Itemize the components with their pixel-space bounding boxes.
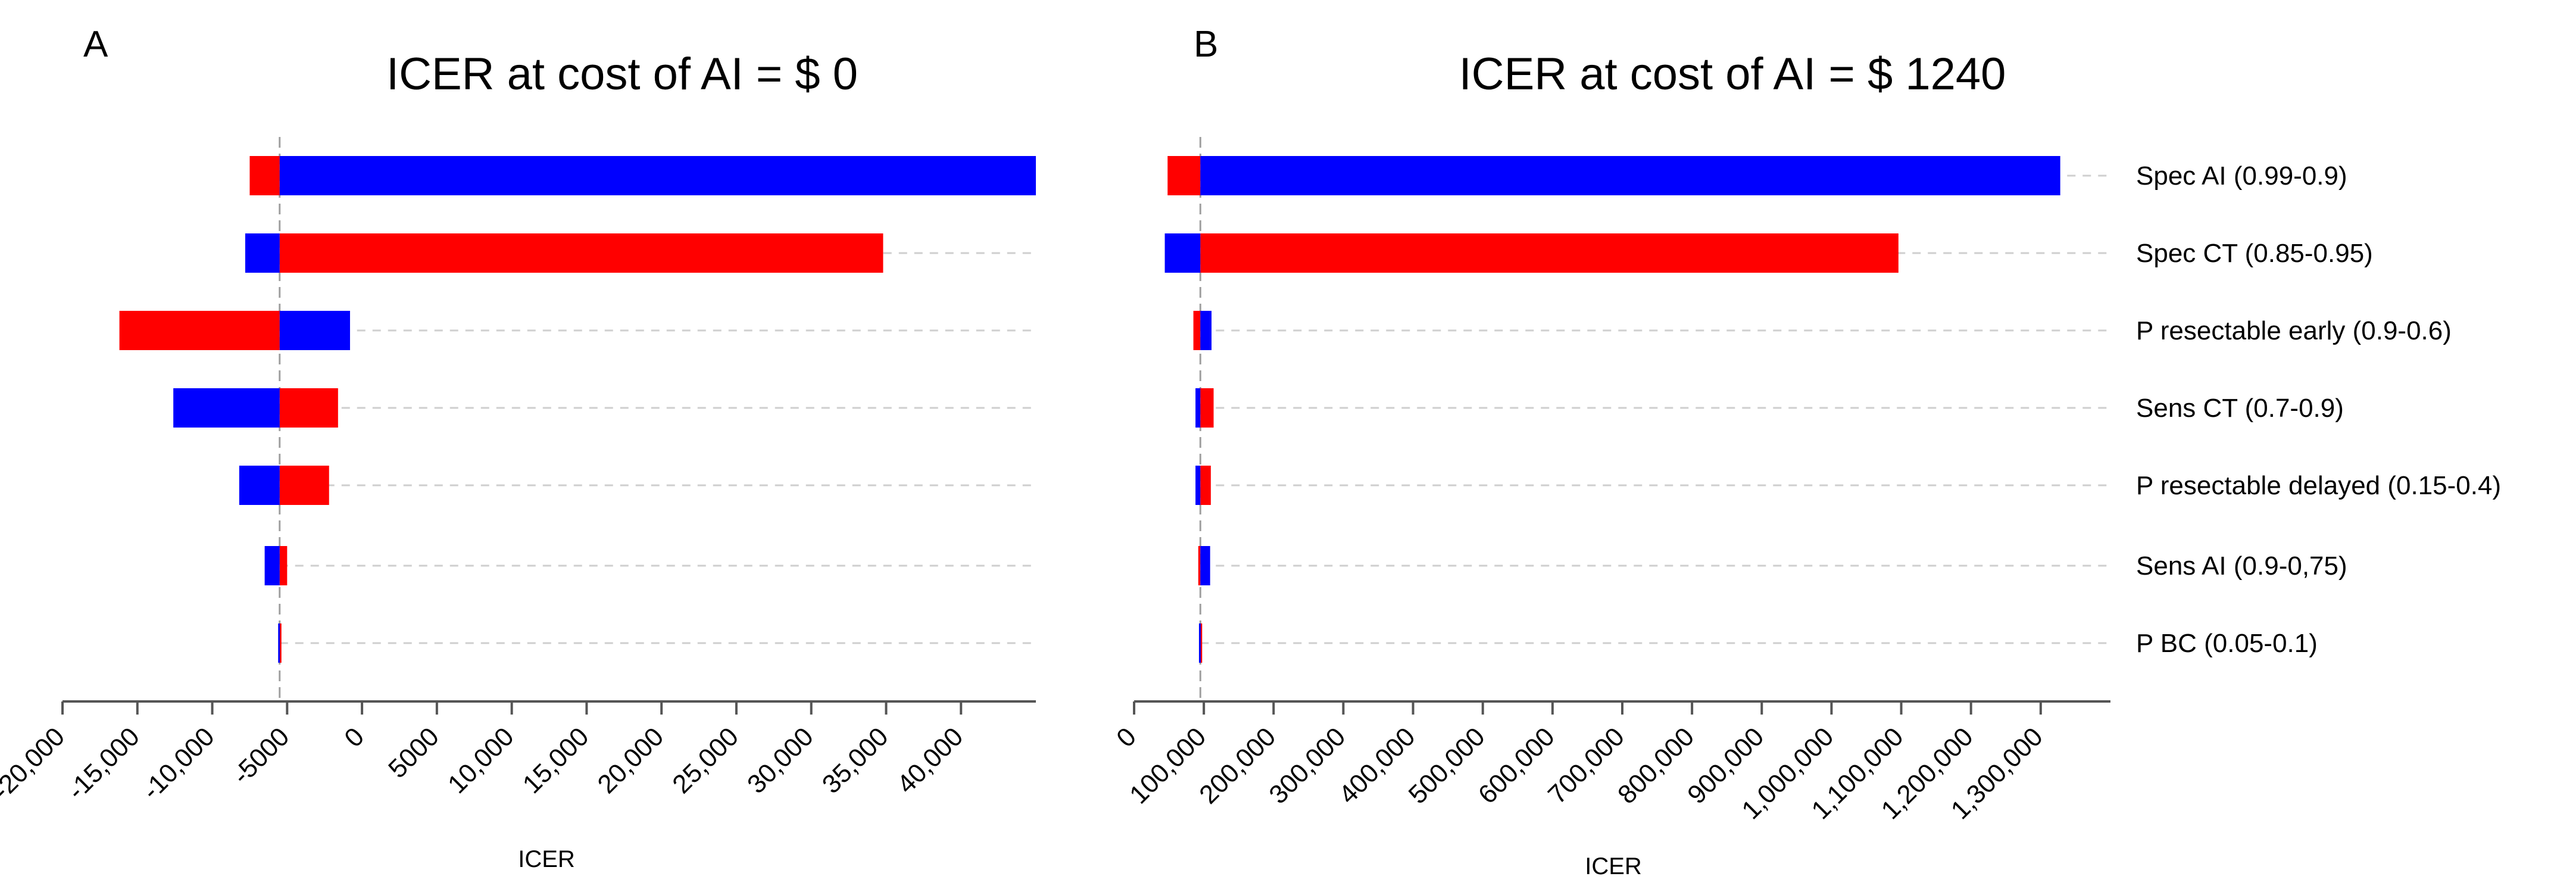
parameter-label: Spec CT (0.85-0.95) (2136, 239, 2373, 268)
panel-a-title: ICER at cost of AI = $ 0 (386, 49, 858, 99)
blue-bar (1195, 466, 1201, 505)
panel-a-x-axis-label: ICER (518, 846, 575, 872)
panel-b-bars (1164, 156, 2060, 663)
x-tick-label: 25,000 (667, 722, 744, 799)
x-tick-label: 300,000 (1263, 722, 1351, 809)
parameter-label: Sens AI (0.9-0,75) (2136, 551, 2347, 581)
red-bar (279, 623, 282, 663)
x-tick-label: 400,000 (1334, 722, 1421, 809)
blue-bar (245, 233, 280, 273)
x-tick-label: 30,000 (742, 722, 819, 799)
x-tick-label: 0 (339, 722, 370, 753)
x-tick-label: 5000 (383, 722, 445, 784)
red-bar (1200, 233, 1899, 273)
x-tick-label: 0 (1111, 722, 1142, 753)
panel-b: B ICER at cost of AI = $ 1240 0100,00020… (1111, 24, 2110, 879)
parameter-labels: Spec AI (0.99-0.9) Spec CT (0.85-0.95) P r… (2136, 161, 2501, 658)
x-tick-label: 40,000 (891, 722, 969, 799)
parameter-label: P resectable delayed (0.15-0.4) (2136, 471, 2501, 500)
parameter-label: Sens CT (0.7-0.9) (2136, 394, 2344, 423)
panel-a-x-axis: -20,000-15,000-10,000 -5000 0 500010,00015,… (0, 700, 1036, 806)
red-bar (1200, 623, 1203, 663)
red-bar (1167, 156, 1201, 195)
red-bar (119, 311, 280, 350)
blue-bar (1200, 156, 2060, 195)
x-tick-label: -5000 (227, 722, 295, 790)
blue-bar (1195, 388, 1201, 428)
panel-a-guides (279, 137, 1036, 701)
x-tick-label: 500,000 (1403, 722, 1491, 809)
x-tick-label: 600,000 (1473, 722, 1560, 809)
blue-bar (1164, 233, 1201, 273)
x-tick-label: 10,000 (442, 722, 520, 799)
x-tick-label: 800,000 (1612, 722, 1700, 809)
blue-bar (1198, 623, 1201, 663)
x-tick-label: 200,000 (1194, 722, 1281, 809)
parameter-label: Spec AI (0.99-0.9) (2136, 161, 2347, 191)
panel-a-bars (119, 156, 1036, 663)
x-tick-label: 15,000 (517, 722, 595, 799)
blue-bar (1200, 311, 1212, 350)
x-tick-label: 35,000 (817, 722, 894, 799)
blue-bar (264, 546, 280, 585)
blue-bar (278, 623, 280, 663)
red-bar (1193, 311, 1201, 350)
parameter-label: P BC (0.05-0.1) (2136, 629, 2318, 658)
x-tick-label: -15,000 (62, 722, 145, 805)
blue-bar (239, 466, 280, 505)
x-tick-label: 100,000 (1124, 722, 1211, 809)
x-tick-label: 20,000 (592, 722, 669, 799)
x-tick-label: -10,000 (136, 722, 220, 805)
red-bar (279, 233, 883, 273)
red-bar (1198, 546, 1201, 585)
panel-a-letter: A (83, 24, 108, 65)
blue-bar (1200, 546, 1210, 585)
parameter-label: P resectable early (0.9-0.6) (2136, 316, 2452, 345)
panel-b-letter: B (1194, 24, 1218, 65)
panel-b-x-axis-label: ICER (1585, 853, 1642, 879)
blue-bar (173, 388, 280, 428)
panel-b-guides (1199, 137, 2110, 701)
x-tick-label: 700,000 (1543, 722, 1630, 809)
panel-a: A ICER at cost of AI = $ 0 -20,000-15,00… (0, 24, 1036, 872)
x-tick-label: -20,000 (0, 722, 70, 805)
red-bar (1200, 388, 1214, 428)
red-bar (279, 388, 338, 428)
red-bar (279, 546, 288, 585)
red-bar (249, 156, 280, 195)
panel-b-x-axis: 0100,000200,000300,000400,000500,000600,… (1111, 700, 2110, 825)
blue-bar (279, 156, 1036, 195)
red-bar (279, 466, 329, 505)
panel-b-title: ICER at cost of AI = $ 1240 (1459, 49, 2006, 99)
blue-bar (279, 311, 350, 350)
red-bar (1200, 466, 1211, 505)
